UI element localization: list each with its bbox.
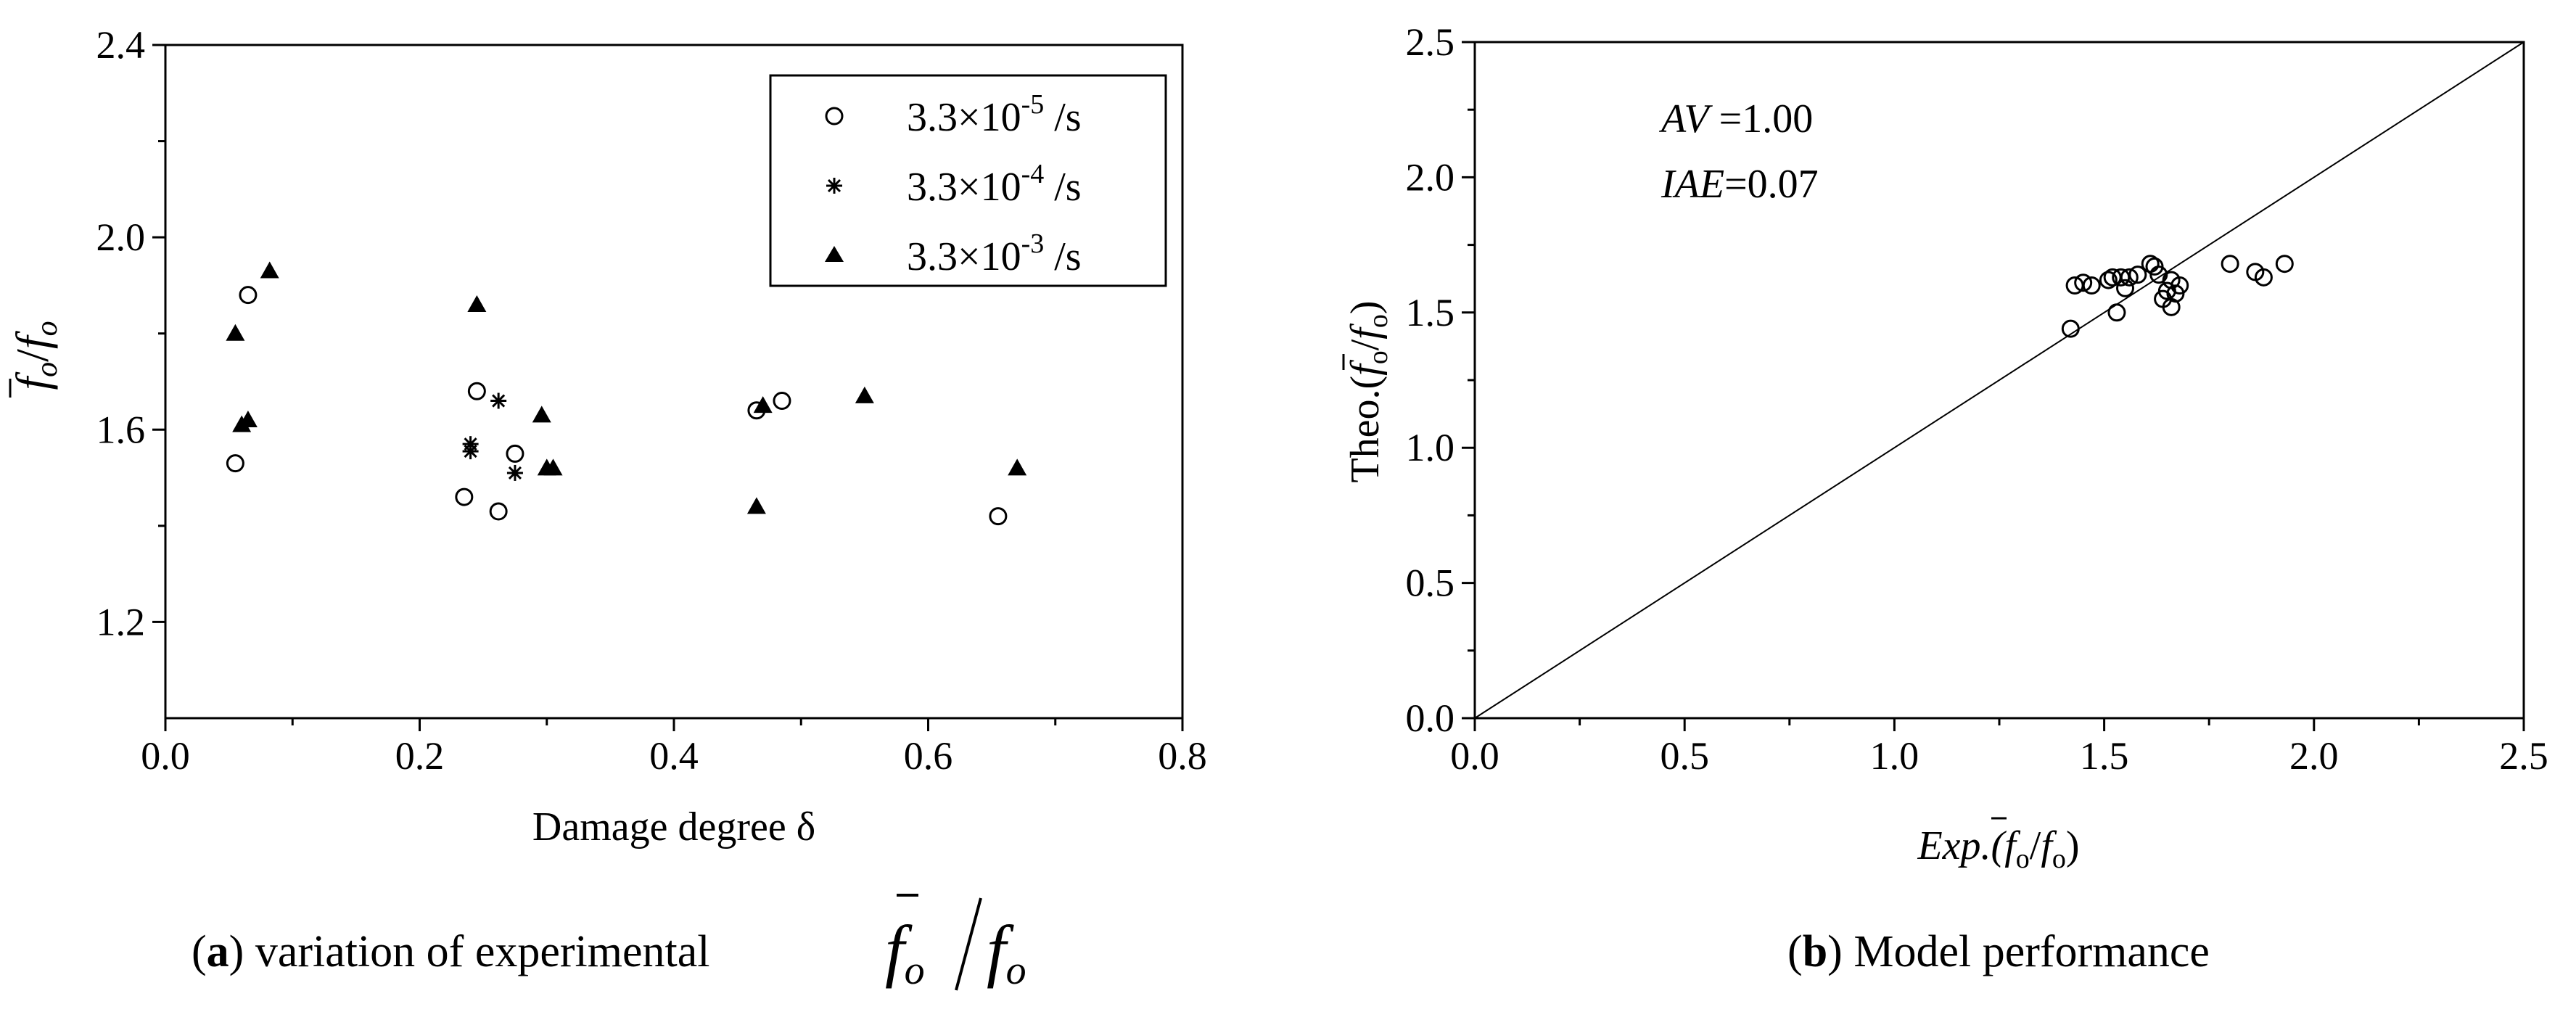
svg-text:fo/fo: fo/fo bbox=[7, 321, 64, 390]
chart-a-plot-frame bbox=[164, 44, 1184, 720]
chart-b-point-s0-22 bbox=[2254, 268, 2273, 287]
chart-a-ylabel-num-sub: o bbox=[30, 362, 64, 377]
chart-a-point-s2-5 bbox=[532, 406, 551, 423]
chart-b-x-tick-label: 1.5 bbox=[2080, 734, 2129, 778]
chart-b-point-s0-2 bbox=[2074, 273, 2093, 292]
chart-a-point-s0-4 bbox=[489, 502, 508, 521]
chart-a-caption-formula: fo fo bbox=[885, 894, 1026, 993]
chart-a-point-s1-1 bbox=[462, 443, 479, 460]
chart-b-point-s0-9 bbox=[2120, 268, 2139, 287]
chart-a-caption-letter: a bbox=[207, 927, 229, 976]
chart-b-caption: (b) Model performance bbox=[1787, 927, 2210, 976]
chart-b-point-s0-0 bbox=[2061, 319, 2080, 338]
chart-b-x-tick-label: 2.5 bbox=[2499, 734, 2548, 778]
svg-text:Exp.(fo/fo): Exp.(fo/fo) bbox=[1917, 823, 2079, 874]
chart-a: 0.0 0.2 0.4 0.6 0.8 1.2 1.6 2.0 2.4 Damage degr… bbox=[7, 23, 1207, 993]
legend-marker-triangle bbox=[825, 246, 844, 262]
chart-a-point-s2-4 bbox=[467, 295, 487, 312]
chart-a-y-tick-label: 1.6 bbox=[96, 408, 146, 451]
chart-a-point-s2-3 bbox=[260, 261, 279, 279]
chart-a-x-tick-label: 0.8 bbox=[1158, 734, 1207, 778]
chart-b-point-s0-7 bbox=[2112, 268, 2131, 287]
chart-b-point-s0-23 bbox=[2275, 255, 2294, 273]
chart-b-point-s0-4 bbox=[2099, 271, 2118, 289]
legend-marker-circle bbox=[825, 107, 844, 125]
chart-a-y-tick-label: 2.4 bbox=[96, 23, 146, 67]
chart-a-caption-text: variation of experimental bbox=[244, 927, 709, 976]
chart-b-point-s0-8 bbox=[2116, 279, 2135, 297]
chart-b-point-s0-6 bbox=[2107, 303, 2126, 322]
chart-a-x-axis-label: Damage degree δ bbox=[532, 804, 815, 849]
chart-b-point-s0-19 bbox=[2170, 276, 2189, 295]
chart-a-point-s0-2 bbox=[455, 487, 474, 506]
chart-b-x-tick-label: 1.0 bbox=[1870, 734, 1919, 778]
chart-b-x-axis-label: Exp.(fo/fo) bbox=[1917, 817, 2080, 874]
chart-a-y-axis-label: fo/fo bbox=[7, 321, 64, 398]
chart-b: 0.0 0.5 1.0 1.5 2.0 2.5 0.0 0.5 1.0 1.5 2.0 2.5 AV… bbox=[1342, 20, 2548, 976]
chart-b-y-tick-label: 2.5 bbox=[1406, 20, 1455, 64]
chart-a-point-s2-7 bbox=[543, 458, 563, 476]
legend-marker-asterisk bbox=[826, 178, 842, 194]
chart-a-point-s0-1 bbox=[239, 286, 258, 305]
chart-a-point-s2-0 bbox=[226, 324, 245, 341]
legend-entry-3: 3.3×10-3 /s bbox=[907, 229, 1082, 279]
chart-a-caption: (a) variation of experimental fo fo bbox=[192, 894, 1026, 993]
chart-b-y-tick-label: 1.5 bbox=[1406, 291, 1455, 334]
svg-text:fo: fo bbox=[987, 911, 1026, 993]
chart-a-point-s2-2 bbox=[238, 411, 258, 428]
chart-b-x-tick-label: 0.5 bbox=[1660, 734, 1709, 778]
chart-b-point-s0-20 bbox=[2221, 255, 2239, 273]
chart-a-point-s1-2 bbox=[490, 392, 507, 409]
chart-a-point-s2-10 bbox=[855, 386, 874, 403]
chart-a-point-s0-5 bbox=[506, 444, 524, 463]
svg-text:fo: fo bbox=[885, 911, 925, 993]
svg-text:(a) variation of experimental: (a) variation of experimental bbox=[192, 927, 709, 976]
chart-a-x-tick-label: 0.2 bbox=[395, 734, 445, 778]
svg-text:Theo.(fo/fo): Theo.(fo/fo) bbox=[1343, 300, 1394, 482]
chart-a-x-tick-label: 0.4 bbox=[649, 734, 699, 778]
chart-a-point-s2-9 bbox=[753, 396, 773, 413]
chart-b-point-s0-3 bbox=[2082, 276, 2101, 295]
legend-entry-1: 3.3×10-5 /s bbox=[907, 89, 1082, 140]
chart-a-point-s2-8 bbox=[746, 497, 766, 514]
chart-a-ylabel-den-sub: o bbox=[30, 321, 64, 336]
annotation-av: AV =1.00 bbox=[1658, 96, 1813, 141]
chart-b-y-tick-label: 2.0 bbox=[1406, 155, 1455, 199]
chart-a-y-tick-label: 2.0 bbox=[96, 215, 146, 259]
chart-a-point-s1-3 bbox=[506, 464, 523, 481]
chart-b-y-tick-label: 0.5 bbox=[1406, 561, 1455, 605]
chart-a-point-s0-3 bbox=[467, 382, 486, 400]
chart-a-x-tick-label: 0.6 bbox=[904, 734, 953, 778]
chart-a-point-s0-7 bbox=[773, 392, 791, 411]
chart-b-y-tick-label: 0.0 bbox=[1406, 696, 1455, 740]
chart-a-legend-box bbox=[769, 74, 1167, 287]
chart-a-x-tick-label: 0.0 bbox=[141, 734, 190, 778]
legend-entry-2: 3.3×10-4 /s bbox=[907, 159, 1082, 210]
chart-b-y-tick-label: 1.0 bbox=[1406, 426, 1455, 469]
chart-b-point-s0-10 bbox=[2128, 266, 2147, 284]
chart-a-legend: 3.3×10-5 /s 3.3×10-4 /s 3.3×10-3 /s bbox=[769, 74, 1167, 287]
chart-a-point-s2-11 bbox=[1008, 458, 1027, 476]
chart-a-y-tick-label: 1.2 bbox=[96, 600, 146, 643]
chart-b-y-axis-label: Theo.(fo/fo) bbox=[1342, 300, 1394, 483]
chart-b-x-tick-label: 0.0 bbox=[1450, 734, 1499, 778]
annotation-iae: IAE=0.07 bbox=[1661, 162, 1819, 207]
chart-b-reference-line bbox=[1474, 41, 2524, 719]
chart-a-point-s0-8 bbox=[989, 507, 1008, 526]
chart-b-x-tick-label: 2.0 bbox=[2289, 734, 2339, 778]
chart-a-point-s0-0 bbox=[226, 454, 244, 473]
